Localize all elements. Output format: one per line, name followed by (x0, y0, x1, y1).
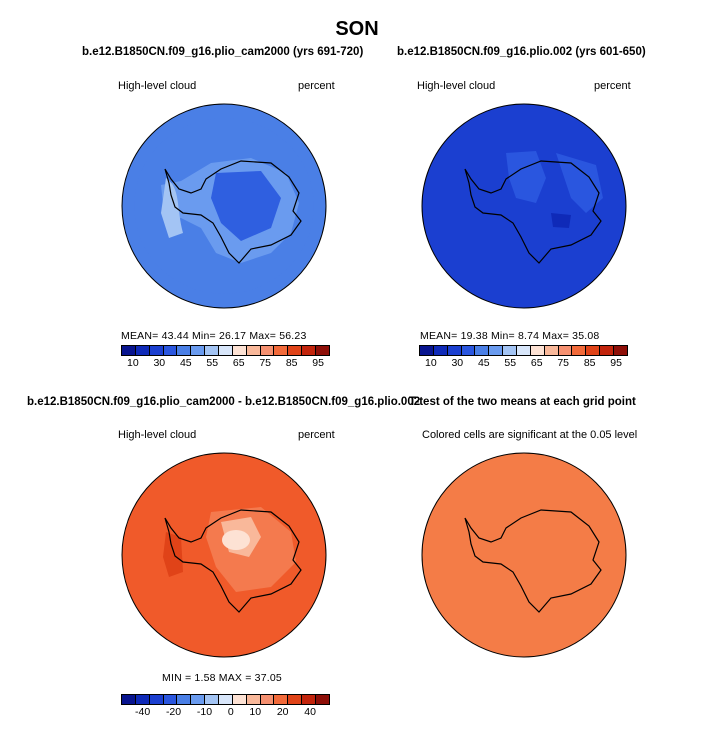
panel-2-stats: MEAN= 19.38 Min= 8.74 Max= 35.08 (420, 330, 600, 342)
panel-1-map (121, 103, 327, 309)
colorbar-swatch (260, 695, 275, 704)
colorbar-swatch (302, 346, 317, 355)
colorbar-swatch (572, 346, 587, 355)
colorbar-swatch (205, 346, 220, 355)
colorbar-swatch (163, 346, 178, 355)
colorbar-swatch (475, 346, 490, 355)
colorbar-swatch (586, 346, 601, 355)
panel-3-antarctica-outline (164, 509, 302, 613)
colorbar-tick-label: -40 (135, 706, 151, 718)
colorbar-tick-label: 65 (530, 357, 543, 369)
panel-1-colorbar: 10 30 45 55 65 75 85 95 (121, 345, 330, 369)
colorbar-swatch (316, 695, 329, 704)
colorbar-swatch (274, 346, 289, 355)
colorbar-swatch (135, 346, 150, 355)
colorbar-swatch (191, 695, 206, 704)
colorbar-tick-label: 95 (312, 357, 324, 369)
colorbar-swatch (219, 346, 233, 355)
colorbar-swatch (614, 346, 627, 355)
panel-1-stats: MEAN= 43.44 Min= 26.17 Max= 56.23 (121, 330, 307, 342)
colorbar-tick-label: 10 (425, 357, 437, 369)
colorbar-swatch (205, 695, 220, 704)
colorbar-swatch (177, 695, 192, 704)
colorbar-swatch (288, 346, 303, 355)
colorbar-swatch (420, 346, 434, 355)
colorbar-swatch (246, 346, 261, 355)
colorbar-swatch (246, 695, 261, 704)
colorbar-swatch (232, 346, 247, 355)
panel-3-map (121, 452, 327, 658)
colorbar-swatch (316, 346, 329, 355)
colorbar-tick-label: 75 (259, 357, 272, 369)
panel-2-variable-label: High-level cloud (417, 80, 496, 92)
colorbar-tick-label: 30 (451, 357, 464, 369)
colorbar-tick-label: 30 (153, 357, 166, 369)
colorbar-swatch (461, 346, 476, 355)
colorbar-tick-label: 0 (227, 706, 234, 718)
colorbar-swatch (177, 346, 192, 355)
colorbar-swatch (302, 695, 317, 704)
colorbar-tick-label: -10 (196, 706, 213, 718)
colorbar-tick-label: 55 (504, 357, 517, 369)
colorbar-tick-label: 75 (557, 357, 570, 369)
panel-4-significance-label: Colored cells are significant at the 0.0… (422, 429, 638, 441)
colorbar-tick-label: -20 (165, 706, 182, 718)
colorbar-swatch (530, 346, 545, 355)
panel-1-units-label: percent (298, 80, 335, 92)
panel-4-title: T-test of the two means at each grid poi… (409, 396, 636, 408)
colorbar-swatch (135, 695, 150, 704)
colorbar-tick-label: 45 (179, 357, 192, 369)
panel-3-stats: MIN = 1.58 MAX = 37.05 (162, 672, 282, 684)
panel-4-antarctica-outline (464, 509, 602, 613)
panel-1-antarctica-outline (164, 160, 302, 264)
colorbar-tick-label: 20 (276, 706, 289, 718)
panel-3-colorbar: -40 -20 -10 0 10 20 40 (121, 694, 330, 718)
colorbar-swatch (219, 695, 233, 704)
panel-2-units-label: percent (594, 80, 631, 92)
panel-3-variable-label: High-level cloud (118, 429, 197, 441)
colorbar-swatch (163, 695, 178, 704)
panel-1-title: b.e12.B1850CN.f09_g16.plio_cam2000 (yrs … (82, 46, 364, 58)
colorbar-swatch (447, 346, 462, 355)
colorbar-swatch (191, 346, 206, 355)
colorbar-swatch (433, 346, 448, 355)
colorbar-tick-label: 85 (583, 357, 596, 369)
panel-2-map (421, 103, 627, 309)
colorbar-tick-label: 95 (610, 357, 622, 369)
colorbar-tick-label: 55 (206, 357, 219, 369)
colorbar-swatch (122, 695, 136, 704)
panel-2-antarctica-outline (464, 160, 602, 264)
colorbar-tick-label: 40 (304, 706, 316, 718)
figure-title: SON (335, 18, 379, 40)
panel-1-variable-label: High-level cloud (118, 80, 197, 92)
colorbar-tick-label: 65 (232, 357, 245, 369)
colorbar-swatch (503, 346, 518, 355)
panel-2-title: b.e12.B1850CN.f09_g16.plio.002 (yrs 601-… (397, 46, 646, 58)
panel-3-title: b.e12.B1850CN.f09_g16.plio_cam2000 - b.e… (27, 396, 421, 408)
panel-3-units-label: percent (298, 429, 335, 441)
colorbar-tick-label: 10 (127, 357, 139, 369)
colorbar-swatch (558, 346, 573, 355)
colorbar-tick-label: 85 (285, 357, 298, 369)
colorbar-swatch (260, 346, 275, 355)
colorbar-swatch (544, 346, 559, 355)
colorbar-tick-label: 45 (477, 357, 490, 369)
panel-4-map (421, 452, 627, 658)
colorbar-swatch (122, 346, 136, 355)
colorbar-swatch (274, 695, 289, 704)
colorbar-swatch (232, 695, 247, 704)
colorbar-swatch (489, 346, 504, 355)
colorbar-swatch (517, 346, 531, 355)
colorbar-swatch (149, 695, 164, 704)
panel-2-colorbar: 10 30 45 55 65 75 85 95 (419, 345, 628, 369)
colorbar-tick-label: 10 (249, 706, 262, 718)
colorbar-swatch (288, 695, 303, 704)
colorbar-swatch (600, 346, 615, 355)
colorbar-swatch (149, 346, 164, 355)
